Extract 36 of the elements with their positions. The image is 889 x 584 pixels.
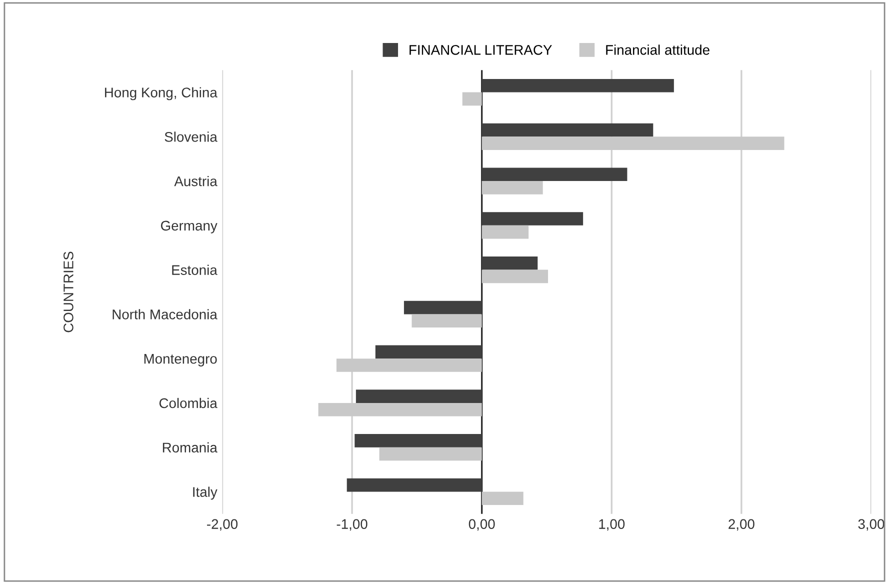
bar bbox=[412, 314, 482, 328]
y-tick-label: Slovenia bbox=[164, 132, 218, 142]
bar bbox=[482, 256, 538, 270]
bar bbox=[482, 270, 548, 284]
bar bbox=[482, 168, 628, 182]
bar bbox=[379, 447, 482, 461]
x-tick-label: -1,00 bbox=[336, 519, 368, 531]
bar bbox=[482, 78, 674, 92]
x-tick-label: 1,00 bbox=[599, 519, 625, 531]
y-tick-label: Estonia bbox=[172, 264, 218, 275]
bar bbox=[356, 390, 482, 403]
x-tick-label: 3,00 bbox=[858, 519, 884, 531]
legend-label: FINANCIAL LITERACY bbox=[410, 45, 552, 55]
bar bbox=[346, 478, 482, 492]
x-tick-label: 0,00 bbox=[468, 519, 495, 531]
bar bbox=[482, 225, 529, 239]
bar bbox=[482, 123, 654, 137]
y-axis-title: COUNTRIES bbox=[64, 252, 74, 332]
y-tick-label: Austria bbox=[174, 176, 218, 186]
y-tick-label: Hong Kong, China bbox=[105, 87, 218, 100]
bar bbox=[375, 345, 482, 359]
y-tick-label: Germany bbox=[160, 220, 218, 234]
y-tick-label: Romania bbox=[162, 442, 218, 453]
bar bbox=[482, 212, 584, 226]
y-tick-label: North Macedonia bbox=[112, 309, 218, 320]
y-tick-label: Montenegro bbox=[144, 354, 217, 366]
bar bbox=[482, 492, 524, 506]
bar bbox=[404, 300, 482, 314]
bar bbox=[354, 434, 482, 448]
x-tick-label: -2,00 bbox=[207, 519, 238, 531]
y-tick-label: Italy bbox=[193, 486, 218, 500]
bar bbox=[482, 181, 543, 194]
bar bbox=[462, 92, 482, 106]
y-tick-label: Colombia bbox=[159, 398, 218, 408]
x-tick-label: 2,00 bbox=[728, 519, 754, 531]
legend-label: Financial attitude bbox=[606, 44, 710, 55]
